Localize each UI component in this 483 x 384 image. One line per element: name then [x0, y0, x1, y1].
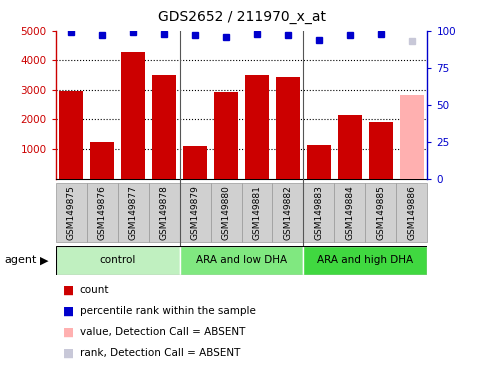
Bar [153, 75, 176, 179]
Text: ARA and high DHA: ARA and high DHA [317, 255, 413, 265]
Bar [400, 95, 424, 179]
Bar [339, 115, 362, 179]
Text: GSM149877: GSM149877 [128, 185, 138, 240]
Bar [214, 92, 238, 179]
Text: GSM149883: GSM149883 [314, 185, 324, 240]
Text: ■: ■ [63, 305, 74, 318]
Bar [56, 246, 180, 275]
Bar [180, 246, 303, 275]
Bar [276, 76, 299, 179]
Bar [180, 183, 211, 242]
Bar [211, 183, 242, 242]
Bar [307, 146, 330, 179]
Text: GSM149880: GSM149880 [222, 185, 230, 240]
Text: GSM149878: GSM149878 [159, 185, 169, 240]
Bar [334, 183, 366, 242]
Text: ARA and low DHA: ARA and low DHA [196, 255, 287, 265]
Bar [303, 183, 334, 242]
Text: GSM149875: GSM149875 [67, 185, 75, 240]
Text: percentile rank within the sample: percentile rank within the sample [80, 306, 256, 316]
Text: GDS2652 / 211970_x_at: GDS2652 / 211970_x_at [157, 10, 326, 23]
Bar [369, 122, 393, 179]
Bar [397, 183, 427, 242]
Text: control: control [99, 255, 136, 265]
Bar [366, 183, 397, 242]
Text: GSM149882: GSM149882 [284, 185, 293, 240]
Bar [121, 52, 144, 179]
Bar [245, 75, 269, 179]
Bar [149, 183, 180, 242]
Text: ■: ■ [63, 326, 74, 339]
Text: ▶: ▶ [40, 255, 49, 265]
Text: ■: ■ [63, 347, 74, 360]
Text: GSM149884: GSM149884 [345, 185, 355, 240]
Bar [184, 146, 207, 179]
Text: GSM149876: GSM149876 [98, 185, 107, 240]
Text: value, Detection Call = ABSENT: value, Detection Call = ABSENT [80, 327, 245, 337]
Text: GSM149886: GSM149886 [408, 185, 416, 240]
Text: GSM149881: GSM149881 [253, 185, 261, 240]
Bar [117, 183, 149, 242]
Bar [272, 183, 303, 242]
Bar [59, 91, 83, 179]
Text: agent: agent [5, 255, 37, 265]
Bar [242, 183, 272, 242]
Bar [86, 183, 117, 242]
Text: rank, Detection Call = ABSENT: rank, Detection Call = ABSENT [80, 348, 240, 358]
Bar [303, 246, 427, 275]
Bar [90, 142, 114, 179]
Text: ■: ■ [63, 283, 74, 296]
Text: count: count [80, 285, 109, 295]
Bar [56, 183, 86, 242]
Text: GSM149885: GSM149885 [376, 185, 385, 240]
Text: GSM149879: GSM149879 [190, 185, 199, 240]
